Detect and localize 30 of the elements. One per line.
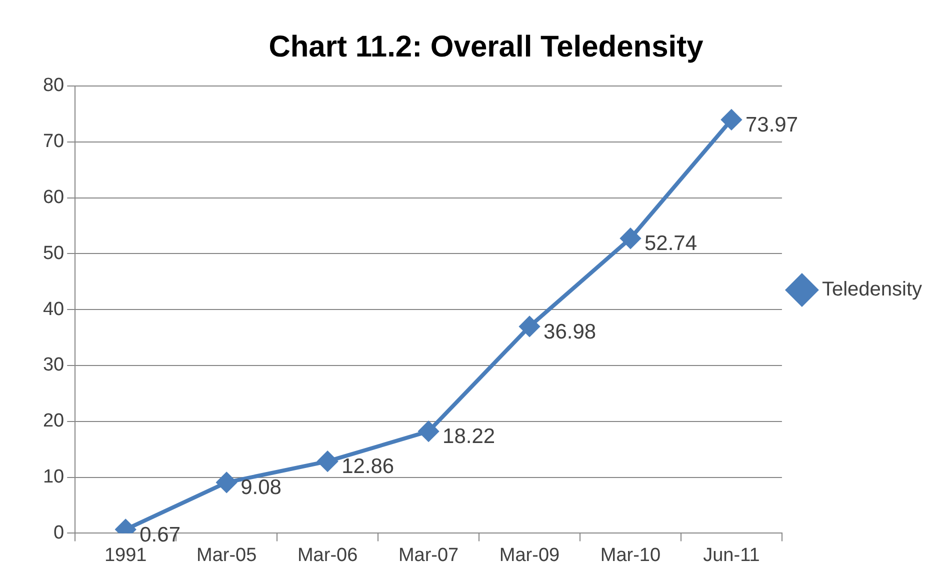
x-tick-label: 1991	[104, 544, 147, 566]
point	[418, 421, 439, 442]
x-tick-label: Mar-10	[600, 544, 661, 566]
y-tick-label: 50	[42, 242, 64, 264]
data-label: 36.98	[544, 320, 596, 344]
data-label: 52.74	[644, 232, 698, 256]
x-tick-label: Mar-05	[196, 544, 257, 566]
y-tick-label: 70	[42, 131, 64, 152]
y-tick-label: 0	[54, 522, 64, 544]
y-tick-label: 80	[42, 75, 64, 96]
y-tick-label: 20	[42, 410, 64, 432]
data-label: 12.86	[342, 455, 394, 478]
x-tick-label: Mar-07	[398, 544, 459, 566]
point	[318, 451, 338, 472]
x-tick-label: Mar-06	[297, 544, 358, 566]
chart-title: Chart 11.2: Overall Teledensity	[268, 30, 704, 64]
y-tick-label: 30	[42, 354, 64, 376]
legend-label: Teledensity	[822, 278, 922, 301]
point	[216, 472, 237, 492]
point	[520, 316, 540, 336]
data-label: 18.22	[442, 425, 496, 448]
point	[620, 228, 640, 248]
x-tick-label: Mar-09	[499, 544, 560, 566]
point	[721, 110, 742, 130]
y-tick-label: 40	[42, 298, 64, 320]
y-tick-label: 10	[42, 466, 64, 488]
data-label: 9.08	[240, 476, 282, 500]
x-tick-label: Jun-11	[703, 544, 760, 566]
y-tick-label: 60	[42, 187, 64, 208]
data-label: 73.97	[745, 114, 798, 137]
